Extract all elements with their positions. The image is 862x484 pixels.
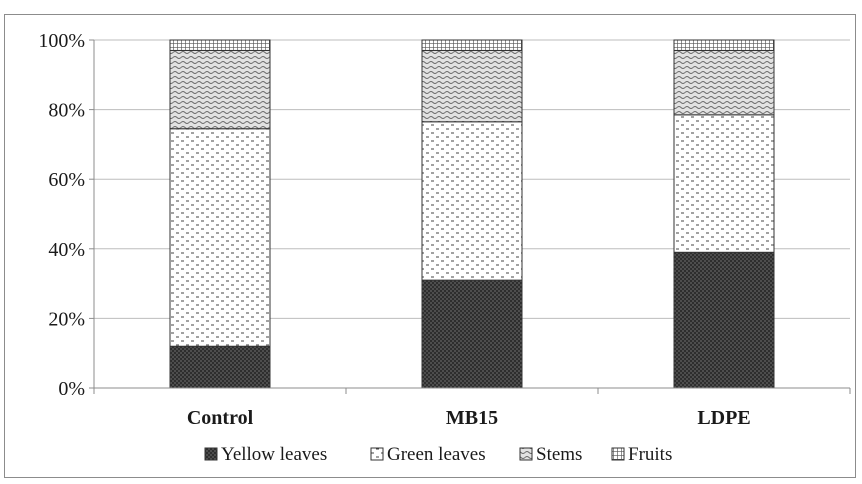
legend-item: Green leaves	[370, 444, 486, 465]
bar-stack-mb15	[421, 39, 523, 389]
bar-segment-yellow-leaves	[169, 345, 271, 389]
x-category-label: MB15	[446, 407, 498, 429]
legend-item: Yellow leaves	[204, 444, 327, 465]
bar-segment-yellow-leaves	[673, 251, 775, 389]
y-tick-label: 100%	[38, 30, 85, 52]
x-category-label: LDPE	[697, 407, 750, 429]
bar-stack-ldpe	[673, 39, 775, 389]
bar-segment-yellow-leaves	[421, 279, 523, 389]
y-tick-label: 20%	[48, 308, 85, 330]
x-category-label: Control	[187, 407, 254, 429]
legend-label: Yellow leaves	[221, 444, 327, 465]
bar-segment-green-leaves	[169, 128, 271, 347]
bar-stack-control	[169, 39, 271, 389]
legend-item: Stems	[519, 444, 582, 465]
bar-segment-green-leaves	[421, 121, 523, 281]
legend-swatch	[519, 447, 533, 461]
chart-frame: 0% 20% 40% 60% 80% 100% Control MB15 LDPE Yello…	[4, 14, 856, 478]
legend: Yellow leaves Green leaves Stems Fruits	[204, 444, 672, 465]
bars	[169, 39, 775, 389]
y-tick-label: 40%	[48, 239, 85, 261]
x-axis-category-labels: Control MB15 LDPE	[187, 407, 751, 429]
axes	[89, 39, 851, 394]
legend-label: Stems	[536, 444, 582, 465]
legend-label: Green leaves	[387, 444, 486, 465]
y-axis-tick-labels: 0% 20% 40% 60% 80% 100%	[38, 30, 85, 400]
y-tick-label: 80%	[48, 100, 85, 122]
y-tick-label: 60%	[48, 169, 85, 191]
y-tick-label: 0%	[58, 378, 85, 400]
bar-segment-fruits	[421, 39, 523, 51]
legend-swatch	[611, 447, 625, 461]
bar-segment-fruits	[169, 39, 271, 51]
legend-label: Fruits	[628, 444, 672, 465]
legend-swatch	[370, 447, 384, 461]
bar-segment-green-leaves	[673, 114, 775, 253]
bar-segment-stems	[169, 49, 271, 130]
bar-segment-fruits	[673, 39, 775, 51]
legend-item: Fruits	[611, 444, 672, 465]
bar-segment-stems	[673, 49, 775, 116]
legend-swatch	[204, 447, 218, 461]
bar-segment-stems	[421, 49, 523, 123]
stacked-bar-chart: 0% 20% 40% 60% 80% 100% Control MB15 LDPE Yello…	[38, 30, 851, 465]
